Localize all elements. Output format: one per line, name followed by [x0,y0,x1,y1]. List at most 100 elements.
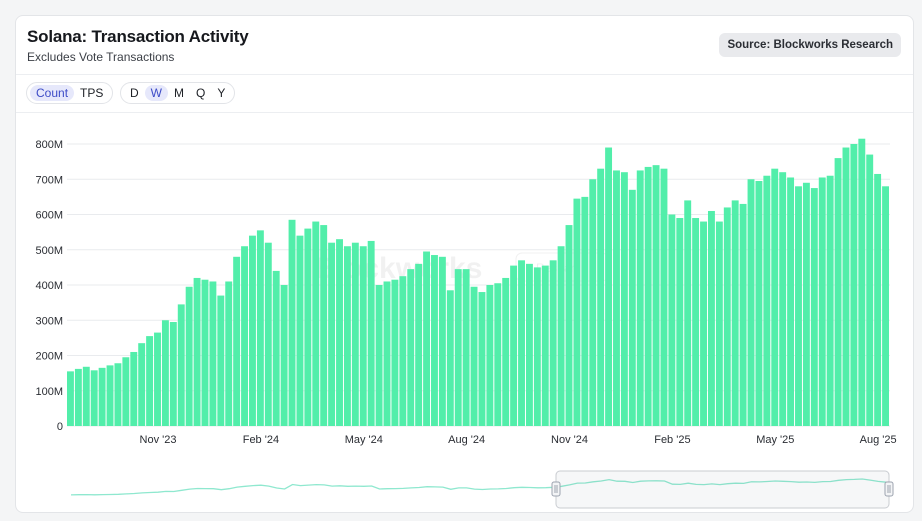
bar[interactable] [818,177,826,426]
bar[interactable] [423,251,431,426]
bar[interactable] [312,221,320,426]
bar[interactable] [185,286,193,426]
bar[interactable] [541,265,549,426]
bar[interactable] [795,186,802,426]
bar[interactable] [858,138,866,426]
bar[interactable] [510,265,518,426]
bar[interactable] [692,218,700,426]
bar[interactable] [723,207,731,426]
bar[interactable] [613,170,620,426]
bar[interactable] [454,269,462,426]
bar[interactable] [731,200,739,426]
bar[interactable] [470,286,478,426]
bar[interactable] [810,188,818,426]
bar[interactable] [431,255,438,426]
bar[interactable] [177,304,185,426]
bar[interactable] [288,219,296,426]
bar[interactable] [605,147,613,426]
bar[interactable] [383,281,391,426]
bar[interactable] [668,214,676,427]
navigator-handle-grip[interactable] [551,481,561,497]
bar[interactable] [82,366,90,426]
navigator[interactable] [70,470,894,509]
bar[interactable] [882,186,889,426]
bar[interactable] [256,230,264,426]
bar[interactable] [502,277,510,426]
interval-y-button[interactable]: Y [217,86,226,100]
bar[interactable] [446,290,454,426]
bar[interactable] [367,240,375,426]
bar[interactable] [241,246,249,426]
bar[interactable] [660,168,668,426]
bar[interactable] [336,239,343,426]
bar[interactable] [597,168,605,426]
bar[interactable] [478,292,486,426]
bar[interactable] [98,367,106,426]
interval-m-button[interactable]: M [174,86,184,100]
bar[interactable] [415,263,423,426]
bar[interactable] [874,173,882,426]
bar[interactable] [407,269,415,426]
interval-q-button[interactable]: Q [196,86,206,100]
bar[interactable] [209,281,217,426]
bar[interactable] [201,279,209,426]
count-button[interactable]: Count [30,85,75,101]
source-badge[interactable]: Source: Blockworks Research [719,33,901,57]
bar[interactable] [707,210,715,426]
bar[interactable] [652,165,660,426]
bar[interactable] [486,285,494,426]
bar[interactable] [375,285,383,426]
bar[interactable] [169,322,177,426]
bar[interactable] [462,269,470,426]
navigator-handle-grip[interactable] [884,481,894,497]
bar[interactable] [264,242,272,426]
bar[interactable] [518,260,525,426]
navigator-handle[interactable] [884,481,894,497]
bar[interactable] [304,228,312,426]
bar[interactable] [581,196,589,427]
bar[interactable] [763,175,771,426]
bar[interactable] [589,179,597,426]
bar[interactable] [771,168,779,426]
bar[interactable] [67,371,74,426]
bar[interactable] [676,218,684,426]
bar[interactable] [850,144,858,426]
bar[interactable] [217,295,225,426]
navigator-selection[interactable] [555,470,890,509]
bar[interactable] [351,242,359,426]
interval-d-button[interactable]: D [130,86,139,100]
bar[interactable] [684,200,692,426]
bar[interactable] [106,365,114,426]
bar[interactable] [130,351,138,426]
bar[interactable] [644,166,652,426]
bar[interactable] [438,256,446,426]
bar[interactable] [628,189,636,426]
bar[interactable] [249,235,256,426]
bar[interactable] [225,281,233,426]
bar[interactable] [557,246,565,426]
bar[interactable] [296,235,304,426]
bar[interactable] [549,260,557,426]
bar[interactable] [802,182,810,426]
bar[interactable] [122,357,130,426]
bar[interactable] [154,332,161,426]
bar[interactable] [193,277,201,426]
bar[interactable] [573,198,581,426]
bar[interactable] [272,270,280,426]
bar[interactable] [565,225,573,426]
bar[interactable] [779,172,787,426]
bar[interactable] [826,175,834,426]
bar[interactable] [138,343,146,426]
tps-button[interactable]: TPS [80,86,104,100]
navigator-handle[interactable] [551,481,561,497]
bar[interactable] [525,263,533,426]
bar[interactable] [343,246,351,426]
bar[interactable] [533,267,541,427]
bar[interactable] [146,336,154,426]
bar[interactable] [700,221,707,426]
bar[interactable] [280,285,288,426]
bar[interactable] [620,172,628,426]
bar[interactable] [320,225,328,426]
interval-w-button[interactable]: W [144,85,168,101]
bar[interactable] [114,363,122,426]
